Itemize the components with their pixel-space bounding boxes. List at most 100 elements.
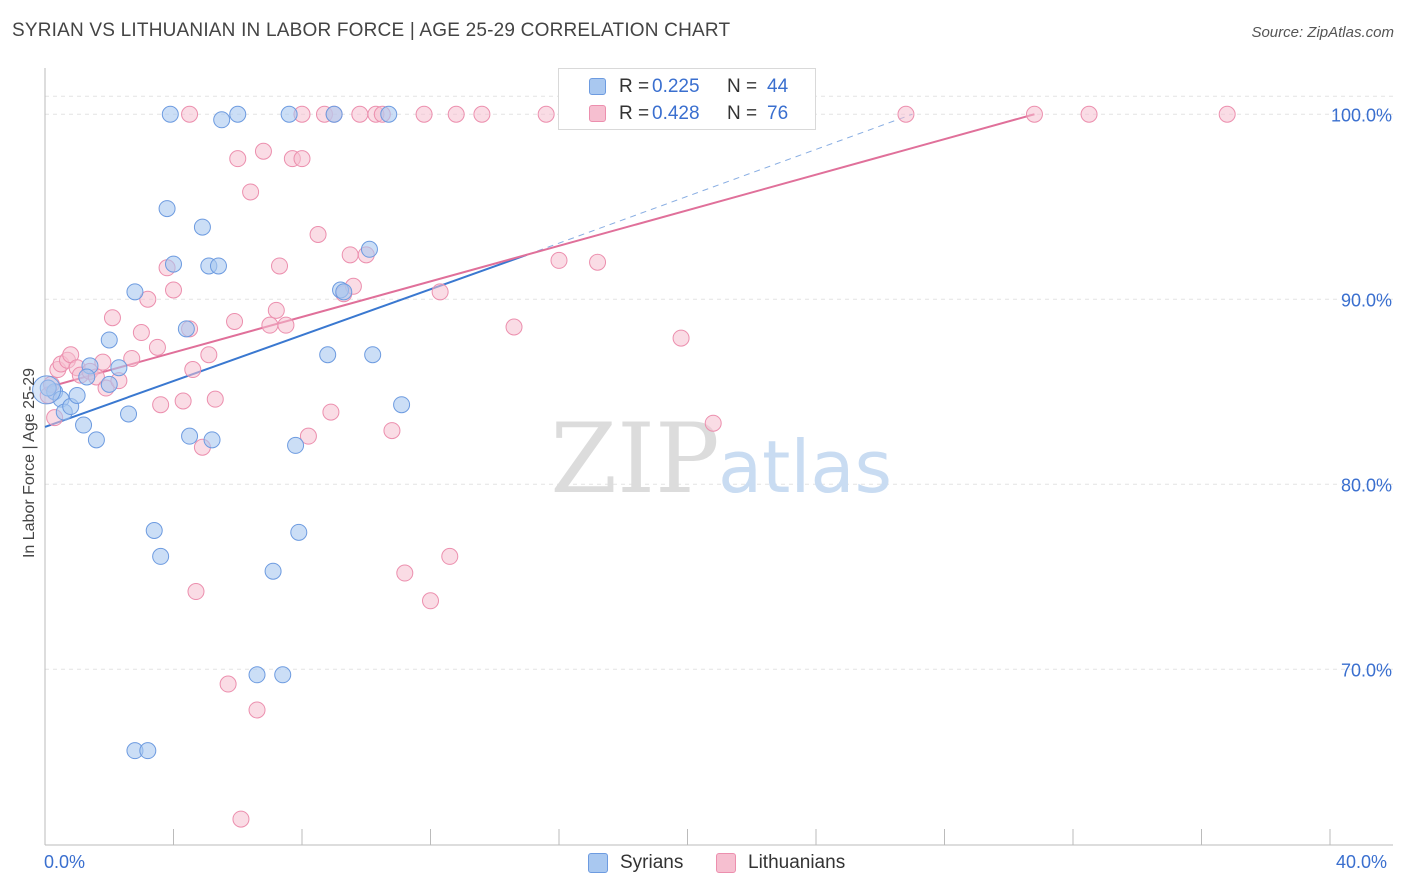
lithuanians-point-32	[229, 150, 247, 168]
lithuanians-point-43	[293, 150, 311, 168]
data-points	[32, 105, 1236, 828]
legend-row-syrians: R = 0.225 N = 44	[559, 74, 817, 100]
syrians-point-38	[380, 105, 398, 123]
lithuanians-point-22	[174, 392, 192, 410]
lithuanians-point-13	[103, 309, 121, 327]
syrians-point-28	[274, 666, 292, 684]
legend-row-lithuanians: R = 0.428 N = 76	[559, 101, 817, 127]
syrians-point-12	[126, 283, 144, 301]
syrians-point-9	[100, 331, 118, 349]
lithuanians-point-45	[309, 226, 327, 243]
syrians-point-19	[181, 427, 199, 445]
lithuanians-point-60	[431, 283, 449, 301]
lithuanians-point-64	[505, 318, 523, 336]
lithuanians-point-31	[226, 312, 244, 330]
syrians-point-4	[68, 386, 86, 404]
lithuanians-point-33	[232, 810, 250, 828]
syrians-point-24	[213, 111, 231, 129]
chart-source: Source: ZipAtlas.com	[1251, 24, 1394, 41]
syrians-point-10	[110, 359, 128, 377]
lithuanians-point-68	[589, 253, 607, 271]
syrians-n-value: 44	[767, 76, 789, 97]
lithuanians-point-52	[351, 105, 369, 123]
lithuanians-point-29	[206, 390, 224, 408]
lithuanians-point-30	[219, 675, 237, 693]
syrians-point-43	[78, 368, 96, 386]
lithuanians-point-61	[441, 547, 459, 565]
syrians-point-42	[39, 379, 57, 397]
syrians-point-36	[360, 240, 378, 258]
lithuanians-point-36	[254, 142, 272, 160]
lithuanians-point-19	[152, 396, 170, 414]
syrians-point-33	[325, 105, 343, 123]
x-tick-label-max: 40.0%	[1336, 852, 1388, 872]
lithuanians-point-39	[271, 257, 289, 275]
syrians-point-18	[177, 320, 195, 338]
lithuanians-point-18	[148, 338, 166, 356]
syrians-point-32	[319, 346, 337, 364]
syrians-point-17	[165, 255, 182, 273]
lithuanians-point-56	[383, 422, 401, 440]
lithuanians-point-74	[1080, 105, 1098, 123]
y-tick-labels: 70.0% 80.0% 90.0% 100.0%	[1331, 105, 1392, 680]
syrians-point-39	[393, 396, 411, 414]
lithuanians-point-75	[1218, 105, 1236, 123]
watermark: ZIP atlas	[550, 403, 892, 515]
syrians-point-22	[203, 431, 221, 449]
lithuanians-point-73	[1025, 105, 1043, 123]
lithuanians-n-value: 76	[767, 103, 789, 124]
x-tick-label-min: 0.0%	[44, 852, 86, 872]
lithuanians-point-47	[322, 403, 340, 421]
lithuanians-point-35	[248, 701, 266, 719]
syrians-point-14	[152, 547, 170, 565]
lithuanians-point-58	[415, 105, 433, 123]
lithuanians-point-16	[132, 324, 150, 342]
lithuanians-point-21	[165, 281, 182, 299]
lithuanians-point-69	[672, 329, 690, 347]
y-tick-label-90: 90.0%	[1341, 290, 1392, 310]
syrians-point-16	[161, 105, 179, 123]
syrians-legend-label: Syrians	[620, 852, 684, 873]
syrians-legend-swatch	[588, 853, 608, 873]
lithuanians-point-62	[447, 105, 465, 123]
lithuanians-point-72	[897, 105, 915, 123]
lithuanians-point-26	[187, 583, 205, 601]
lithuanians-r-value: 0.428	[652, 103, 700, 124]
lithuanians-point-44	[299, 427, 317, 445]
lithuanians-point-59	[422, 592, 439, 610]
syrians-point-31	[290, 523, 308, 541]
grid-lines	[45, 95, 1394, 670]
lithuanians-point-65	[537, 105, 555, 123]
syrians-point-27	[264, 562, 282, 580]
syrians-point-13	[145, 522, 163, 539]
y-tick-label-70: 70.0%	[1341, 660, 1392, 680]
lithuanians-legend-label: Lithuanians	[748, 852, 846, 873]
syrians-point-30	[287, 436, 305, 454]
lithuanians-point-66	[550, 251, 568, 269]
lithuanians-r-label: R =	[619, 103, 650, 124]
lithuanians-n-label: N =	[727, 103, 758, 124]
axes	[44, 68, 1393, 846]
lithuanians-point-50	[341, 246, 359, 264]
lithuanians-point-28	[200, 346, 218, 364]
lithuanians-point-70	[704, 414, 722, 432]
syrians-n-label: N =	[727, 76, 758, 97]
chart-title: SYRIAN VS LITHUANIAN IN LABOR FORCE | AG…	[12, 20, 731, 41]
syrians-point-41	[139, 742, 157, 760]
syrians-swatch	[589, 78, 606, 95]
stats-legend: R = 0.225 N = 44 R = 0.428 N = 76	[558, 68, 816, 130]
y-tick-label-80: 80.0%	[1341, 475, 1392, 495]
y-tick-label-100: 100.0%	[1331, 105, 1392, 125]
syrians-point-11	[120, 405, 138, 423]
syrians-point-cluster	[32, 375, 62, 405]
trend-lines	[44, 113, 1035, 428]
lithuanians-point-25	[184, 361, 202, 379]
lithuanians-point-57	[396, 564, 414, 582]
lithuanians-point-38	[267, 301, 285, 319]
syrians-point-29	[280, 105, 298, 123]
syrians-point-25	[229, 105, 247, 123]
syrians-point-20	[193, 218, 211, 236]
syrians-point-26	[248, 666, 266, 684]
lithuanians-point-15	[123, 349, 141, 367]
